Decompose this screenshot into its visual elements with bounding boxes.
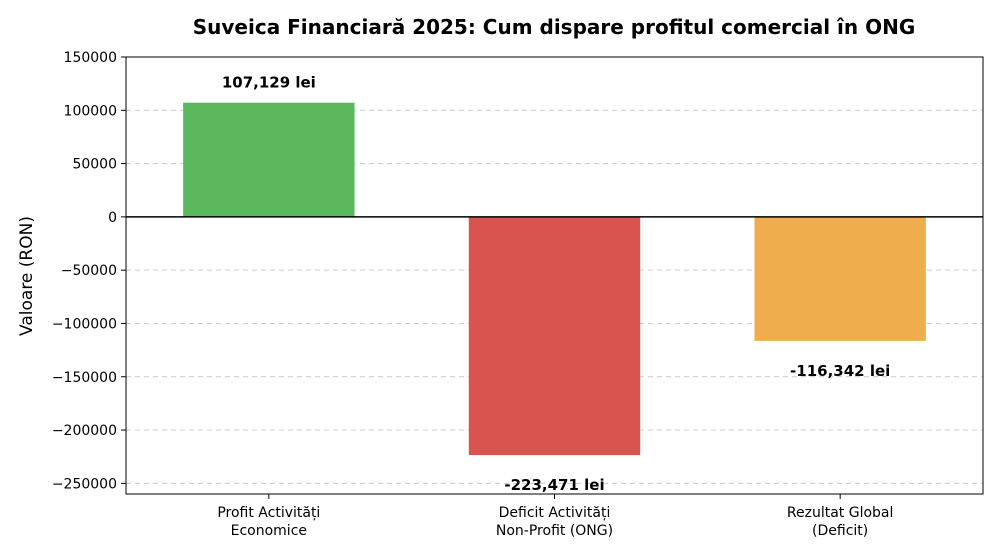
bar-2 [468,216,641,456]
y-tick-label: −200000 [52,423,117,439]
x-tick-label: Deficit Activități [499,505,611,521]
bar-1 [183,102,355,217]
chart-title: Suveica Financiară 2025: Cum dispare pro… [193,15,916,39]
y-tick-label: 0 [108,210,117,226]
y-axis-label: Valoare (RON) [17,216,37,336]
x-ticks: Profit Activități Economice Deficit Activi… [217,494,893,539]
x-tick-label: Rezultat Global [787,505,894,521]
y-tick-label: −150000 [52,370,117,386]
data-label-1: 107,129 lei [222,74,316,92]
x-tick-label: Non-Profit (ONG) [496,523,613,539]
y-tick-label: 100000 [64,103,117,119]
data-label-3: -116,342 lei [790,362,890,380]
y-tick-label: −50000 [61,263,117,279]
x-tick-label: (Deficit) [812,523,868,539]
y-tick-label: 150000 [64,50,117,66]
x-tick-label: Economice [231,523,307,539]
y-tick-label: 50000 [72,157,117,173]
data-label-2: -223,471 lei [504,476,604,494]
bar-3 [754,216,926,341]
bars [183,102,926,456]
y-tick-label: −100000 [52,316,117,332]
y-ticks: 150000 100000 50000 0 −50000 −100000 −150000 −2… [52,50,126,492]
x-tick-label: Profit Activități [217,505,320,521]
data-labels: 107,129 lei -223,471 lei -116,342 lei [222,74,890,494]
y-tick-label: −250000 [52,476,117,492]
